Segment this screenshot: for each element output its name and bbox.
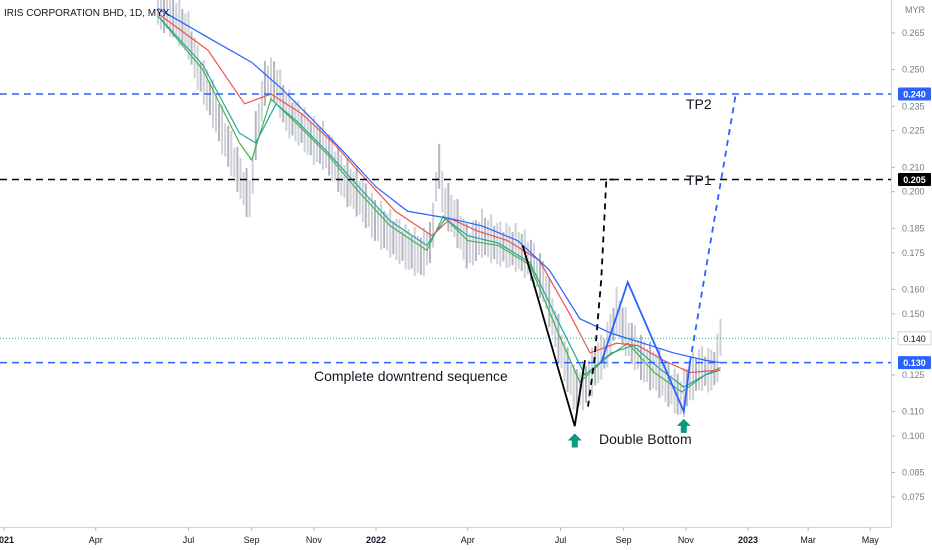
y-tick-label: 0.100 <box>902 431 925 441</box>
last-price-label: 0.140 <box>903 334 926 344</box>
y-tick-label: 0.265 <box>902 28 925 38</box>
level-tag <box>898 87 931 101</box>
y-tick-label: 0.075 <box>902 492 925 502</box>
level-tag-label: 0.205 <box>903 175 926 185</box>
level-tag-label: 0.130 <box>903 358 926 368</box>
header-separator-2: , <box>142 8 148 19</box>
annotation-double-bottom: Double Bottom <box>599 431 692 447</box>
x-tick-label: Apr <box>461 535 475 545</box>
y-tick-label: 0.110 <box>902 407 924 417</box>
level-tag <box>898 356 931 370</box>
last-price-tag <box>897 331 932 346</box>
x-tick-label: 2022 <box>366 535 386 545</box>
annotation-tp2: TP2 <box>686 96 712 112</box>
y-tick-label: 0.150 <box>902 309 925 319</box>
x-tick-label: Sep <box>616 535 632 545</box>
y-tick-label: 0.085 <box>902 468 925 478</box>
y-tick-label: 0.250 <box>902 65 925 75</box>
x-tick-label: 2021 <box>0 535 14 545</box>
header-separator-1: , <box>123 8 130 19</box>
y-tick-label: 0.185 <box>902 223 925 233</box>
pattern-line <box>600 279 691 415</box>
plot-area <box>0 0 891 527</box>
x-tick-label: Jul <box>555 535 567 545</box>
up-arrow-icon <box>567 433 582 448</box>
moving-average-line <box>157 15 721 388</box>
x-tick-label: May <box>862 535 880 545</box>
x-tick-label: 2023 <box>738 535 758 545</box>
y-tick-label: 0.200 <box>902 187 925 197</box>
moving-average-line <box>157 8 721 364</box>
up-arrow-icon <box>676 418 691 433</box>
pattern-line <box>521 245 586 427</box>
projection-line <box>689 93 737 363</box>
x-tick-label: Jul <box>183 535 195 545</box>
symbol-name: IRIS CORPORATION BHD <box>4 8 124 19</box>
chart-header: IRIS CORPORATION BHD, 1D, MYX <box>4 8 169 19</box>
moving-average-line <box>157 12 721 374</box>
y-tick-label: 0.210 <box>902 162 925 172</box>
x-tick-label: Sep <box>244 535 260 545</box>
level-tag <box>898 173 931 187</box>
annotation-downtrend: Complete downtrend sequence <box>314 368 508 384</box>
y-tick-label: 0.160 <box>902 284 925 294</box>
currency-label: MYR <box>905 5 926 15</box>
y-tick-label: 0.225 <box>902 126 925 136</box>
moving-average-line <box>157 15 721 393</box>
annotation-tp1: TP1 <box>686 172 712 188</box>
interval-label: 1D <box>129 8 143 19</box>
x-tick-label: Mar <box>800 535 816 545</box>
x-tick-label: Apr <box>89 535 103 545</box>
y-tick-label: 0.235 <box>902 101 925 111</box>
level-tag-label: 0.240 <box>903 90 926 100</box>
y-tick-label: 0.125 <box>902 370 925 380</box>
x-tick-label: Nov <box>306 535 323 545</box>
x-tick-label: Nov <box>678 535 695 545</box>
y-tick-label: 0.175 <box>902 248 925 258</box>
exchange-label: MYX <box>147 8 170 19</box>
